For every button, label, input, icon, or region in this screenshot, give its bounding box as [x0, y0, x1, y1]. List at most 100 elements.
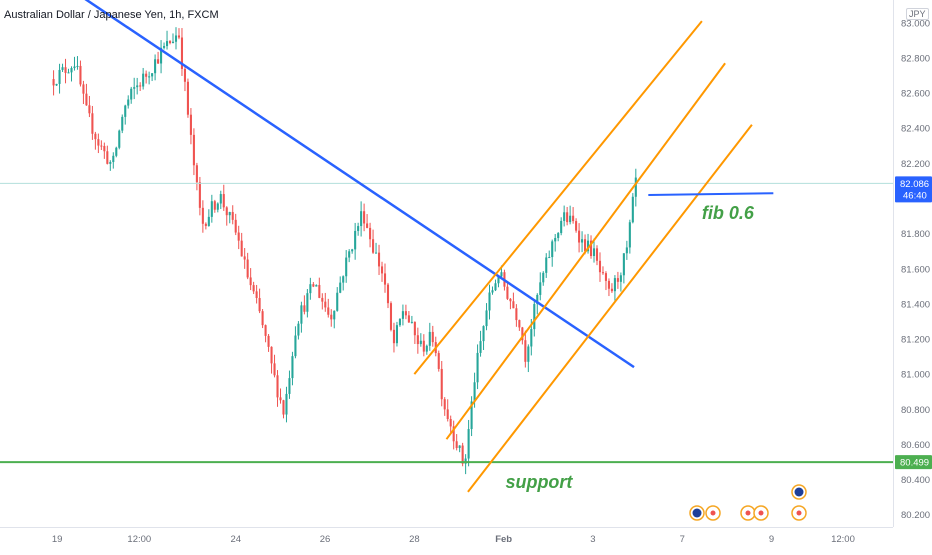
channel-line[interactable]: [413, 20, 703, 375]
candle: [494, 283, 497, 291]
candle: [279, 397, 282, 401]
candle: [413, 321, 416, 336]
event-flag-icon[interactable]: [791, 484, 807, 500]
candle: [488, 292, 491, 311]
support-label: support: [505, 472, 573, 492]
candle: [339, 282, 342, 293]
candle: [67, 72, 70, 74]
candle: [321, 297, 324, 302]
last-price-tag: [895, 176, 932, 203]
candle: [201, 207, 204, 224]
candle: [336, 292, 339, 311]
candle: [545, 257, 548, 273]
candle: [500, 272, 503, 277]
candle: [130, 88, 133, 100]
candle: [348, 251, 351, 258]
candle: [255, 291, 258, 299]
candle: [100, 145, 103, 147]
candle: [458, 445, 461, 449]
time-tick-label: 3: [590, 534, 595, 545]
candle: [216, 203, 219, 210]
candle: [539, 282, 542, 295]
price-tick-label: 80.600: [901, 440, 930, 451]
price-tick-label: 81.800: [901, 229, 930, 240]
candle: [509, 298, 512, 302]
candle: [294, 335, 297, 357]
candle: [306, 293, 309, 312]
candle: [154, 59, 157, 74]
candle: [613, 278, 616, 292]
candle: [174, 35, 178, 42]
event-flag-icon[interactable]: [689, 505, 705, 521]
candle: [482, 326, 485, 342]
channel-line[interactable]: [467, 124, 753, 493]
candle: [428, 331, 431, 346]
candle: [64, 67, 67, 73]
candle: [476, 352, 479, 383]
candle: [225, 207, 228, 216]
candle: [601, 272, 605, 274]
candle: [497, 276, 500, 284]
candle: [401, 311, 404, 319]
candle: [485, 310, 488, 327]
price-tick-label: 82.200: [901, 159, 930, 170]
candle: [145, 73, 148, 77]
candle: [139, 85, 142, 87]
price-axis[interactable]: 83.00082.80082.60082.40082.20082.00081.8…: [895, 18, 932, 521]
candle: [58, 69, 61, 84]
trendline[interactable]: [50, 0, 635, 369]
event-dot-icon[interactable]: [753, 505, 769, 521]
candle: [455, 441, 458, 449]
currency-label[interactable]: JPY: [906, 8, 929, 20]
time-tick-label: Feb: [495, 534, 512, 545]
candle: [351, 249, 354, 252]
candle: [112, 155, 115, 163]
candle: [416, 335, 419, 345]
candle: [461, 445, 464, 464]
candle: [592, 248, 596, 257]
candle: [282, 400, 285, 415]
candle: [622, 253, 625, 276]
candle: [177, 35, 181, 38]
fib-label: fib 0.6: [702, 203, 755, 223]
time-axis[interactable]: 19 12:00 24 26 28 Feb 3 7 9 12:00: [52, 534, 855, 545]
candle: [581, 239, 584, 243]
event-dot-icon[interactable]: [705, 505, 721, 521]
price-tick-label: 81.600: [901, 264, 930, 275]
candle: [213, 201, 216, 210]
candle: [631, 196, 634, 223]
event-dot-icon[interactable]: [791, 505, 807, 521]
candle: [237, 232, 240, 241]
event-dot-icon[interactable]: [740, 505, 756, 521]
support-price-tag: [895, 455, 932, 470]
candle: [616, 278, 619, 282]
time-tick-label: 26: [320, 534, 331, 545]
candle: [512, 301, 515, 309]
chart-title: Australian Dollar / Japanese Yen, 1h, FX…: [4, 9, 219, 21]
time-tick-label: 12:00: [127, 534, 151, 545]
candle: [97, 139, 100, 146]
candle: [183, 68, 187, 82]
candle: [380, 266, 384, 274]
candle: [419, 340, 422, 345]
candle: [634, 177, 637, 197]
candle: [106, 151, 109, 164]
candle: [318, 284, 321, 298]
candle: [285, 393, 288, 415]
candle: [136, 85, 139, 88]
candle: [249, 277, 252, 286]
last-price-label: 82.086: [900, 179, 929, 190]
time-tick-label: 24: [230, 534, 241, 545]
candle: [76, 65, 79, 67]
candle: [309, 284, 312, 294]
price-tick-label: 80.800: [901, 405, 930, 416]
candle: [330, 314, 333, 320]
candle: [91, 113, 94, 134]
candle: [548, 257, 551, 259]
candle: [521, 327, 524, 341]
fib-line[interactable]: [648, 192, 774, 196]
channel-line[interactable]: [445, 62, 726, 440]
candle: [333, 310, 336, 320]
